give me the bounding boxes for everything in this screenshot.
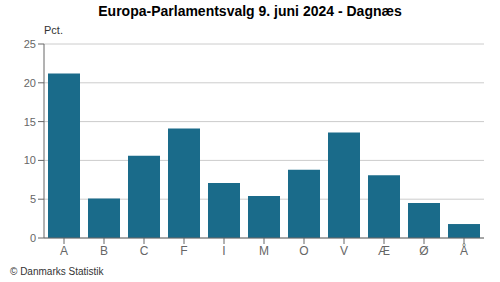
html-text:© Danmarks Statistik: © Danmarks Statistik	[10, 266, 104, 277]
svg-text:C: C	[140, 244, 149, 258]
svg-text:F: F	[180, 244, 187, 258]
svg-text:O: O	[299, 244, 308, 258]
svg-text:A: A	[60, 244, 68, 258]
svg-text:B: B	[100, 244, 108, 258]
svg-text:25: 25	[24, 38, 36, 50]
svg-text:0: 0	[30, 232, 36, 244]
svg-text:5: 5	[30, 193, 36, 205]
svg-text:I: I	[222, 244, 225, 258]
svg-text:15: 15	[24, 116, 36, 128]
svg-text:20: 20	[24, 77, 36, 89]
html-text:Pct.: Pct.	[44, 24, 63, 36]
svg-text:M: M	[259, 244, 269, 258]
svg-text:10: 10	[24, 154, 36, 166]
svg-text:Ø: Ø	[419, 244, 428, 258]
svg-text:V: V	[340, 244, 348, 258]
svg-text:Å: Å	[460, 243, 468, 258]
html-text:Europa-Parlamentsvalg 9. juni: Europa-Parlamentsvalg 9. juni 2024 - Dag…	[98, 3, 402, 19]
svg-text:Æ: Æ	[378, 244, 390, 258]
